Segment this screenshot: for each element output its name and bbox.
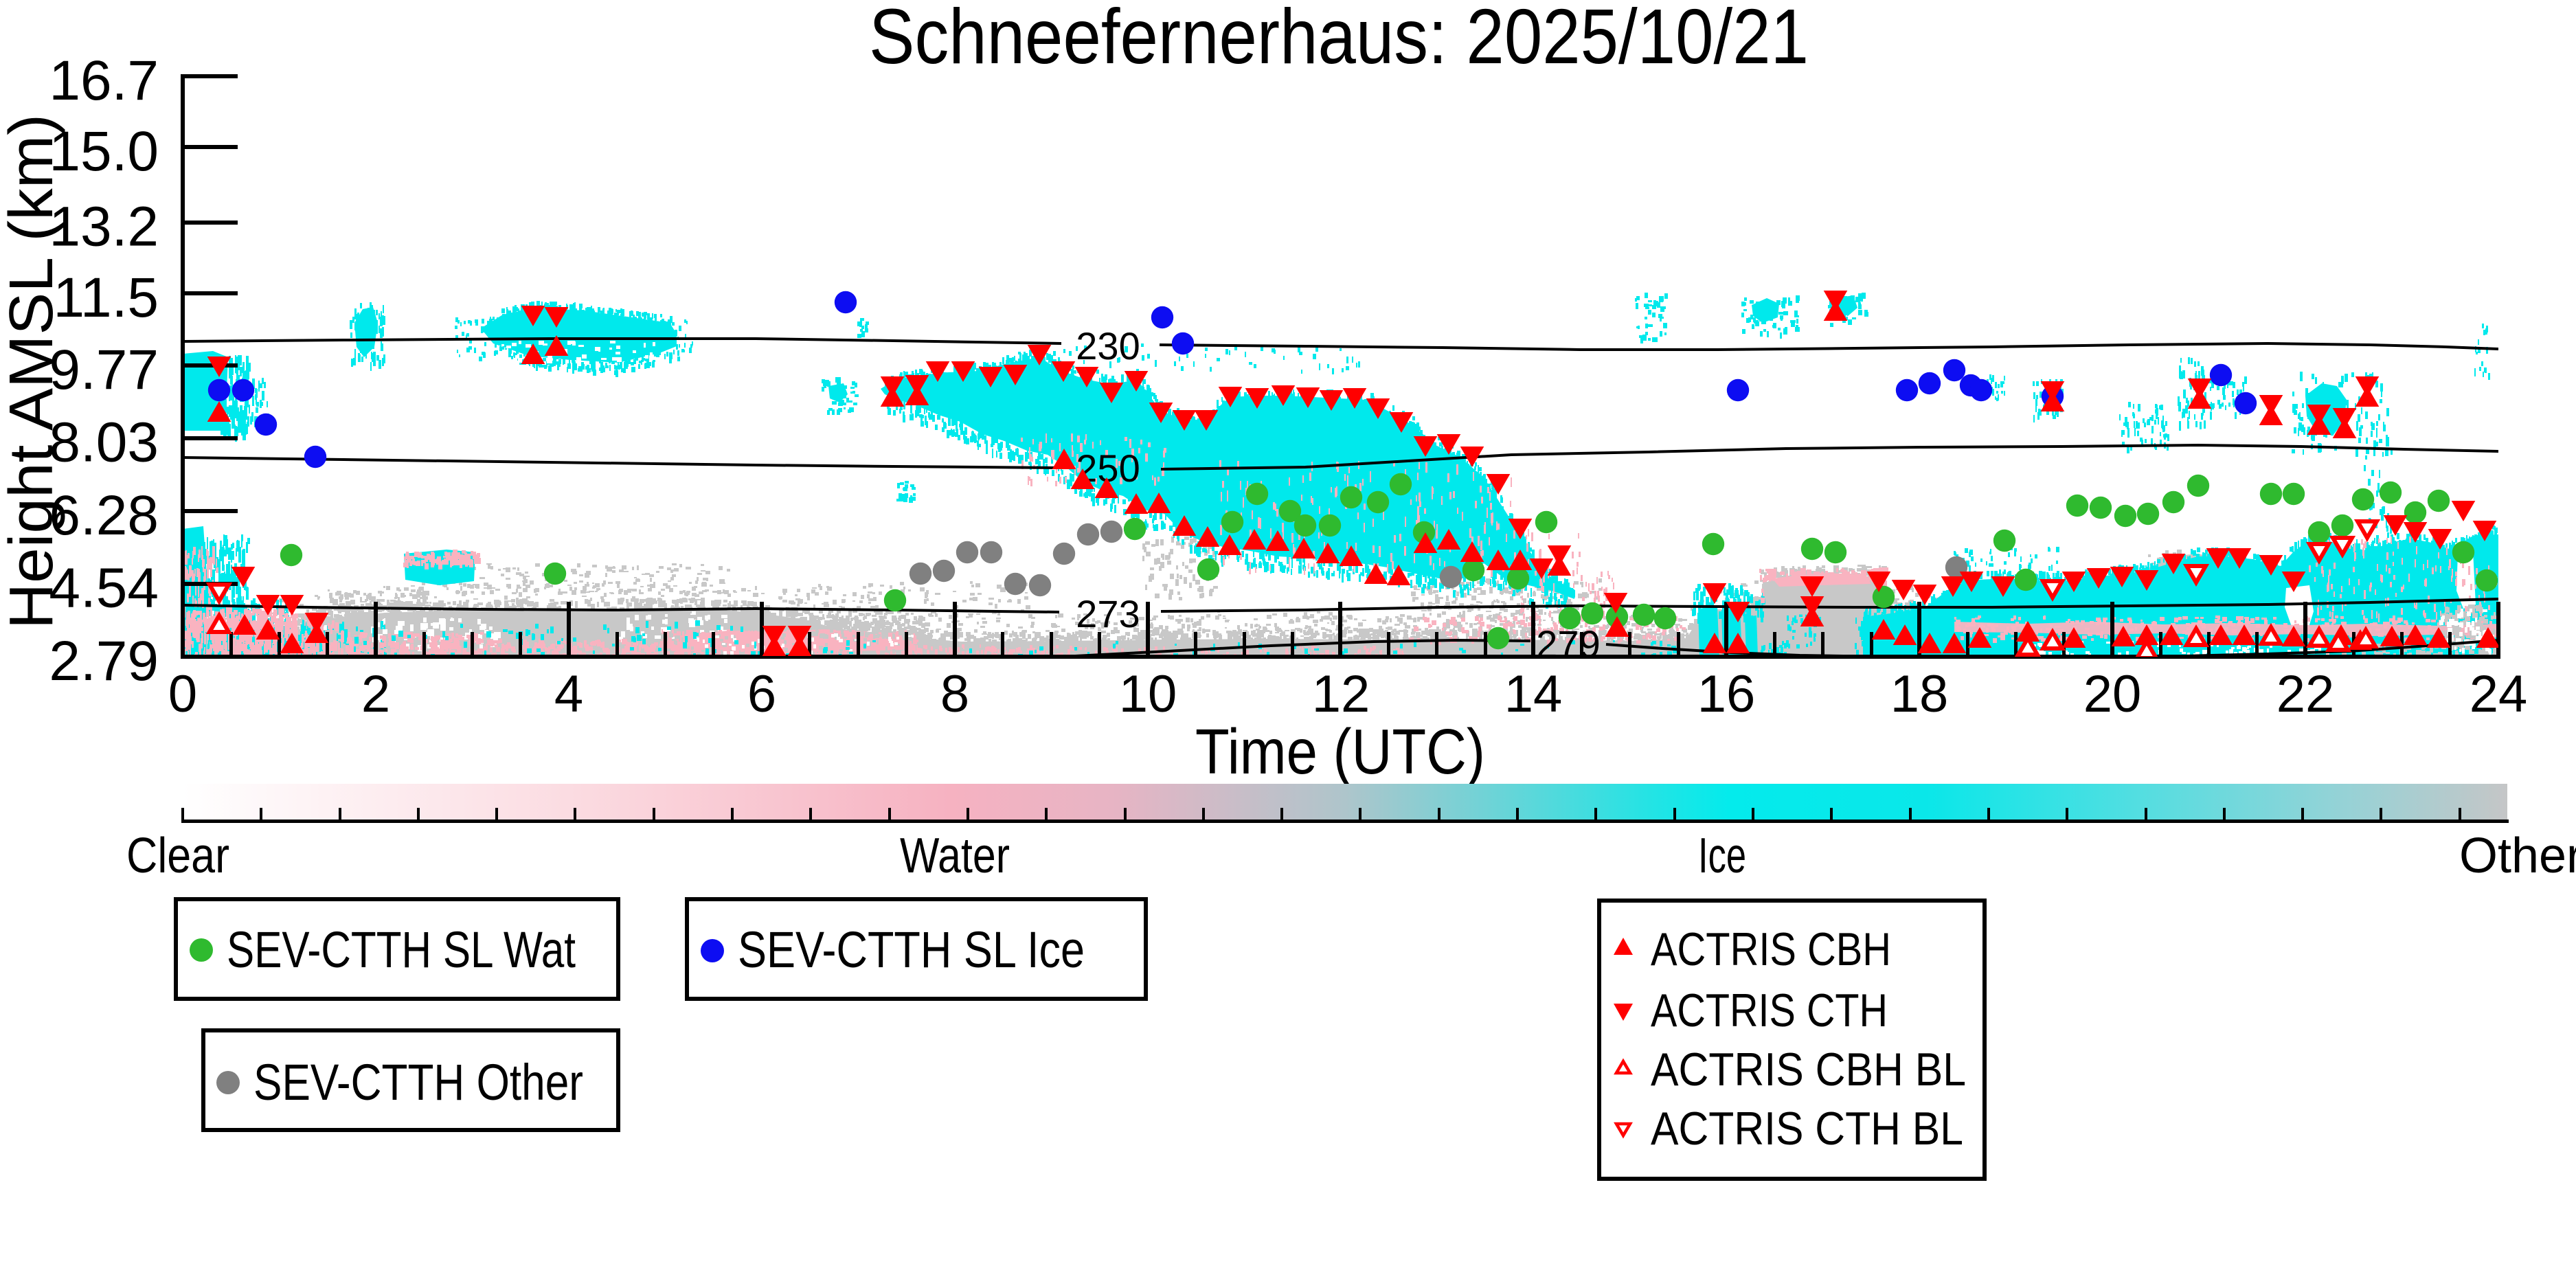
svg-text:Schneefernerhaus: 2025/10/21: Schneefernerhaus: 2025/10/21 bbox=[869, 0, 1809, 80]
svg-text:Clear: Clear bbox=[126, 828, 229, 883]
svg-text:ACTRIS CTH: ACTRIS CTH bbox=[1651, 984, 1888, 1037]
svg-text:4: 4 bbox=[554, 665, 583, 723]
svg-text:230: 230 bbox=[1076, 324, 1140, 368]
svg-text:16: 16 bbox=[1697, 665, 1756, 723]
svg-text:8.03: 8.03 bbox=[49, 411, 159, 474]
svg-text:ACTRIS CTH BL: ACTRIS CTH BL bbox=[1651, 1103, 1963, 1155]
svg-text:ACTRIS CBH BL: ACTRIS CBH BL bbox=[1651, 1043, 1966, 1096]
svg-text:14: 14 bbox=[1504, 665, 1563, 723]
svg-text:Time (UTC): Time (UTC) bbox=[1195, 716, 1485, 787]
svg-text:SEV-CTTH SL Wat: SEV-CTTH SL Wat bbox=[227, 921, 576, 978]
svg-text:273: 273 bbox=[1076, 592, 1140, 635]
svg-text:6: 6 bbox=[747, 665, 776, 723]
svg-text:Water: Water bbox=[900, 828, 1010, 883]
svg-text:ACTRIS CBH: ACTRIS CBH bbox=[1651, 923, 1891, 975]
svg-text:22: 22 bbox=[2276, 665, 2335, 723]
svg-text:SEV-CTTH SL Ice: SEV-CTTH SL Ice bbox=[738, 921, 1085, 978]
svg-text:10: 10 bbox=[1119, 665, 1177, 723]
svg-text:11.5: 11.5 bbox=[53, 267, 159, 329]
svg-text:24: 24 bbox=[2470, 665, 2528, 723]
svg-text:9.77: 9.77 bbox=[49, 339, 159, 401]
svg-text:18: 18 bbox=[1890, 665, 1949, 723]
svg-text:Height AMSL (km): Height AMSL (km) bbox=[0, 114, 66, 629]
svg-text:SEV-CTTH Other: SEV-CTTH Other bbox=[253, 1054, 583, 1111]
svg-text:15.0: 15.0 bbox=[49, 120, 159, 183]
svg-text:20: 20 bbox=[2083, 665, 2142, 723]
svg-text:Other: Other bbox=[2459, 828, 2576, 883]
svg-text:8: 8 bbox=[940, 665, 969, 723]
svg-text:2.79: 2.79 bbox=[49, 630, 159, 692]
svg-text:16.7: 16.7 bbox=[49, 49, 159, 112]
svg-text:2: 2 bbox=[361, 665, 390, 723]
svg-text:Ice: Ice bbox=[1698, 828, 1746, 883]
svg-text:4.54: 4.54 bbox=[49, 557, 159, 620]
svg-text:6.28: 6.28 bbox=[49, 484, 159, 547]
svg-text:12: 12 bbox=[1312, 665, 1370, 723]
svg-text:13.2: 13.2 bbox=[49, 196, 159, 258]
svg-text:0: 0 bbox=[168, 665, 197, 723]
